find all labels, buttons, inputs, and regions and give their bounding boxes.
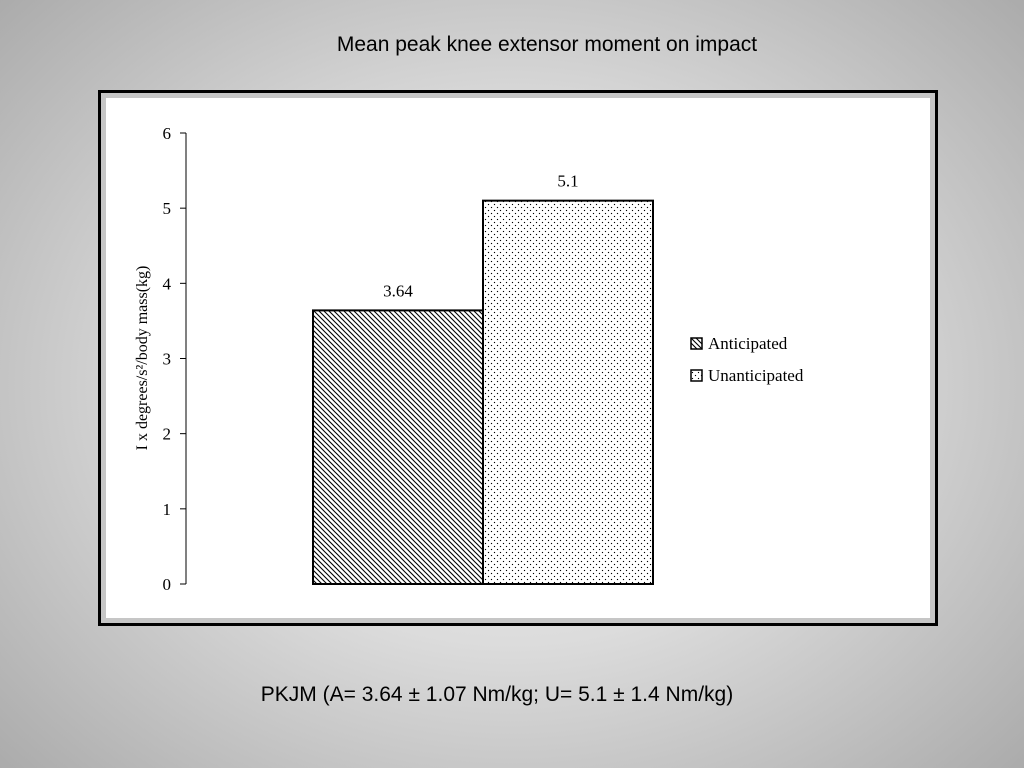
legend-label-anticipated: Anticipated [708, 334, 788, 353]
bars-group: 3.64 5.1 [312, 172, 654, 586]
footer-summary: PKJM (A= 3.64 ± 1.07 Nm/kg; U= 5.1 ± 1.4… [260, 683, 734, 706]
bar-chart: 0 1 2 3 4 5 6 3.64 5.1 Anticipated Unanticipated… [134, 124, 804, 594]
data-label-anticipated: 3.64 [383, 281, 413, 300]
legend: Anticipated Unanticipated [690, 334, 804, 385]
legend-swatch-anticipated [690, 337, 703, 350]
y-axis: 0 1 2 3 4 5 6 [163, 124, 187, 594]
y-tick-label: 5 [163, 199, 172, 218]
legend-label-unanticipated: Unanticipated [708, 366, 804, 385]
bar-unanticipated [482, 199, 654, 586]
y-tick-label: 6 [163, 124, 172, 143]
chart-area: 0 1 2 3 4 5 6 3.64 5.1 Anticipated Unanticipated… [106, 98, 930, 618]
y-tick-label: 3 [163, 350, 172, 369]
y-tick-label: 4 [163, 274, 172, 293]
chart-frame: 0 1 2 3 4 5 6 3.64 5.1 Anticipated Unanticipated… [98, 90, 938, 626]
y-tick-label: 2 [163, 425, 172, 444]
y-tick-label: 0 [163, 575, 172, 594]
data-label-unanticipated: 5.1 [557, 172, 578, 191]
legend-swatch-unanticipated [690, 369, 703, 382]
y-axis-label: I x degrees/s²/body mass(kg) [134, 266, 151, 451]
bar-anticipated [312, 309, 484, 585]
slide-title: Mean peak knee extensor moment on impact [336, 33, 758, 56]
y-tick-label: 1 [163, 500, 172, 519]
